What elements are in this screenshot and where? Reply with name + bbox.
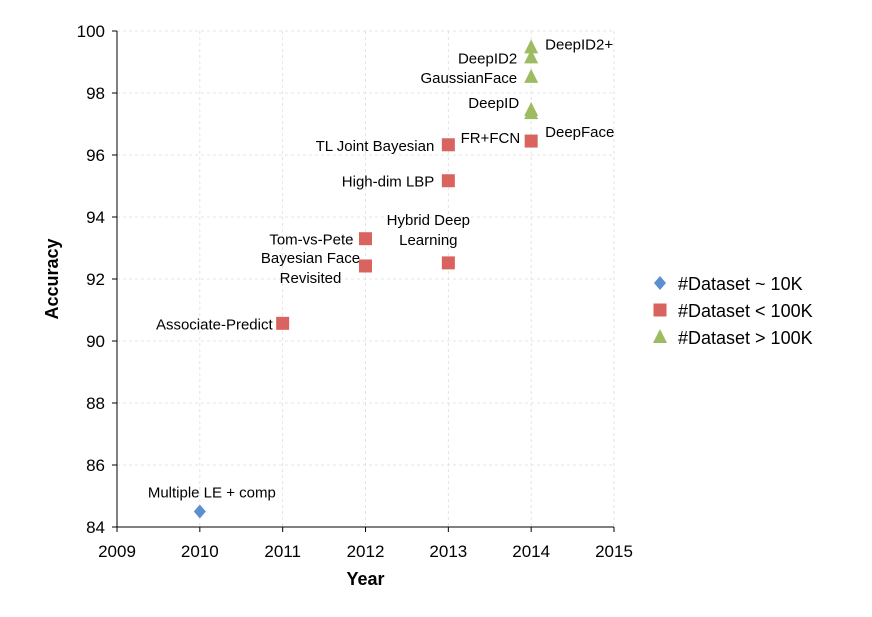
point-label: Multiple LE + comp [148,485,276,502]
data-point-triangle [524,102,539,117]
axes [112,30,615,532]
legend-entry-label: #Dataset > 100K [678,328,813,348]
data-point-square [524,134,538,148]
data-point-square [441,138,455,152]
y-tick-label: 90 [86,332,105,351]
y-tick-label: 86 [86,456,105,475]
point-label: High-dim LBP [342,174,435,191]
y-tick-label: 88 [86,394,105,413]
legend-marker-triangle [653,329,667,343]
x-axis-title: Year [346,569,384,589]
x-tick-label: 2013 [429,542,467,561]
y-axis-title: Accuracy [42,238,62,319]
point-label: TL Joint Bayesian [316,138,435,155]
x-tick-label: 2011 [264,542,301,561]
point-label: Associate-Predict [156,316,274,333]
data-point-square [359,259,372,273]
data-point-triangle [524,39,539,54]
data-point-square [276,316,290,330]
legend-marker-diamond [654,276,666,290]
y-tick-label: 94 [86,208,105,227]
point-label: GaussianFace [420,70,517,87]
y-tick-label: 100 [77,22,105,41]
data-point-square [359,232,372,246]
point-label: Hybrid Deep Learning [387,212,470,249]
x-tick-label: 2015 [595,542,633,561]
data-point-triangle [524,49,539,64]
data-point-square [441,256,455,270]
y-tick-label: 98 [86,84,105,103]
legend-marker-square [653,303,667,317]
point-label: DeepID2 [458,50,517,67]
x-tick-label: 2014 [512,542,550,561]
legend-entry-label: #Dataset < 100K [678,301,813,321]
point-label: FR+FCN [461,130,521,147]
data-point-diamond [193,504,206,519]
legend: #Dataset ~ 10K #Dataset < 100K #Dataset > … [653,274,813,348]
data-point-square [441,174,455,188]
point-label: DeepID [468,95,519,112]
x-tick-label: 2012 [347,542,385,561]
data-point-triangle [524,68,539,83]
data-points [193,39,539,519]
x-tick-label: 2010 [181,542,219,561]
y-tick-label: 84 [86,518,105,537]
point-label: Bayesian Face Revisited [261,250,360,287]
legend-entry-label: #Dataset ~ 10K [678,274,803,294]
point-label: DeepFace [545,124,614,141]
point-labels: Multiple LE + comp Associate-Predict Tom-v… [148,36,615,501]
point-label: Tom-vs-Pete [269,232,353,249]
x-tick-label: 2009 [98,542,136,561]
y-tick-label: 92 [86,270,105,289]
grid-lines [117,30,615,527]
y-tick-label: 96 [86,146,105,165]
tick-labels: 84 86 88 90 92 94 96 98 100 2009 2010 2011 2012 2013 2… [77,22,633,561]
point-label: DeepID2+ [545,36,613,53]
